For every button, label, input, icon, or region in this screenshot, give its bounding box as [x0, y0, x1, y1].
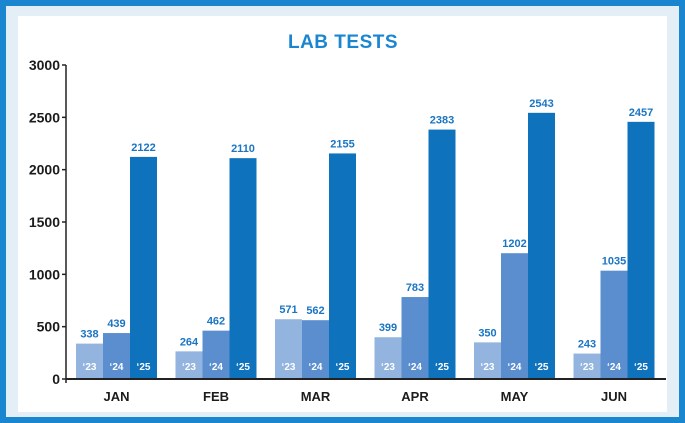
bar-series-label: ‘24 — [209, 362, 223, 373]
bar — [573, 353, 601, 379]
bar-series-label: ‘24 — [607, 362, 621, 373]
bar-value-label: 2543 — [529, 98, 553, 110]
bar-value-label: 338 — [80, 329, 98, 341]
x-axis: JAN FEB MAR APR MAY JUN — [66, 378, 666, 404]
x-tick-label: JAN — [103, 389, 129, 404]
x-tick-label: APR — [401, 389, 429, 404]
bar-value-label: 439 — [107, 318, 125, 330]
y-tick-label: 2000 — [29, 162, 60, 178]
x-tick-label: MAR — [301, 389, 331, 404]
bar — [175, 351, 203, 379]
bar-series-label: ‘23 — [381, 362, 395, 373]
bar-series-label: ‘24 — [408, 362, 422, 373]
bar — [302, 320, 329, 379]
bar — [130, 156, 157, 379]
bar-value-label: 562 — [306, 305, 324, 317]
bar-series-label: ‘23 — [580, 362, 594, 373]
bar — [329, 153, 356, 379]
bar-series-label: ‘25 — [236, 362, 250, 373]
bar — [528, 112, 555, 379]
bar-value-label: 2383 — [430, 115, 454, 127]
bar-series-label: ‘25 — [336, 362, 350, 373]
bar — [103, 333, 130, 379]
bar — [501, 253, 528, 379]
x-tick-label: FEB — [203, 389, 229, 404]
y-tick-label: 500 — [37, 319, 61, 335]
bar-value-label: 2122 — [131, 142, 155, 154]
chart-title: LAB TESTS — [288, 32, 398, 53]
bar-series-label: ‘23 — [481, 362, 495, 373]
bar-value-label: 2155 — [330, 138, 354, 150]
y-axis: 0 500 1000 1500 2000 2500 3000 — [29, 57, 67, 387]
bar-value-label: 350 — [478, 327, 496, 339]
bar-series-label: ‘25 — [535, 362, 549, 373]
bar-series-label: ‘23 — [282, 362, 296, 373]
bar-value-label: 1035 — [602, 256, 626, 268]
bar-series-label: ‘24 — [508, 362, 522, 373]
x-tick-label: MAY — [501, 389, 529, 404]
bar-value-label: 1202 — [502, 238, 526, 250]
bar-series-label: ‘24 — [309, 362, 323, 373]
bar-value-label: 243 — [578, 339, 596, 351]
bar-value-label: 2457 — [629, 107, 653, 119]
bar — [229, 158, 257, 379]
bar-series-label: ‘25 — [435, 362, 449, 373]
bar-value-label: 264 — [180, 336, 199, 348]
bar-series-label: ‘25 — [634, 362, 648, 373]
bar-value-label: 2110 — [231, 143, 255, 155]
bar-series-label: ‘23 — [182, 362, 196, 373]
bar — [600, 270, 628, 379]
bar-value-label: 783 — [406, 282, 424, 294]
bar-value-label: 571 — [279, 304, 297, 316]
bar-value-label: 462 — [207, 316, 225, 328]
bar-series-label: ‘23 — [83, 362, 97, 373]
bars: 338 ‘23 439 ‘24 2122 ‘25 264 ‘23 462 ‘24 2110 ‘25 57… — [76, 98, 655, 380]
bar-series-label: ‘24 — [110, 362, 124, 373]
bar — [202, 330, 230, 379]
bar — [76, 343, 103, 379]
y-tick-label: 3000 — [29, 57, 60, 73]
y-tick-label: 2500 — [29, 109, 60, 125]
bar — [474, 342, 501, 379]
bar — [401, 297, 429, 379]
x-tick-label: JUN — [601, 389, 627, 404]
bar — [627, 121, 655, 380]
bar-series-label: ‘25 — [137, 362, 151, 373]
y-tick-label: 0 — [52, 371, 60, 387]
y-tick-label: 1500 — [29, 214, 60, 230]
bar — [428, 129, 456, 379]
bar — [275, 319, 302, 379]
y-tick-label: 1000 — [29, 266, 60, 282]
bar — [374, 337, 402, 379]
bar-value-label: 399 — [379, 322, 397, 334]
